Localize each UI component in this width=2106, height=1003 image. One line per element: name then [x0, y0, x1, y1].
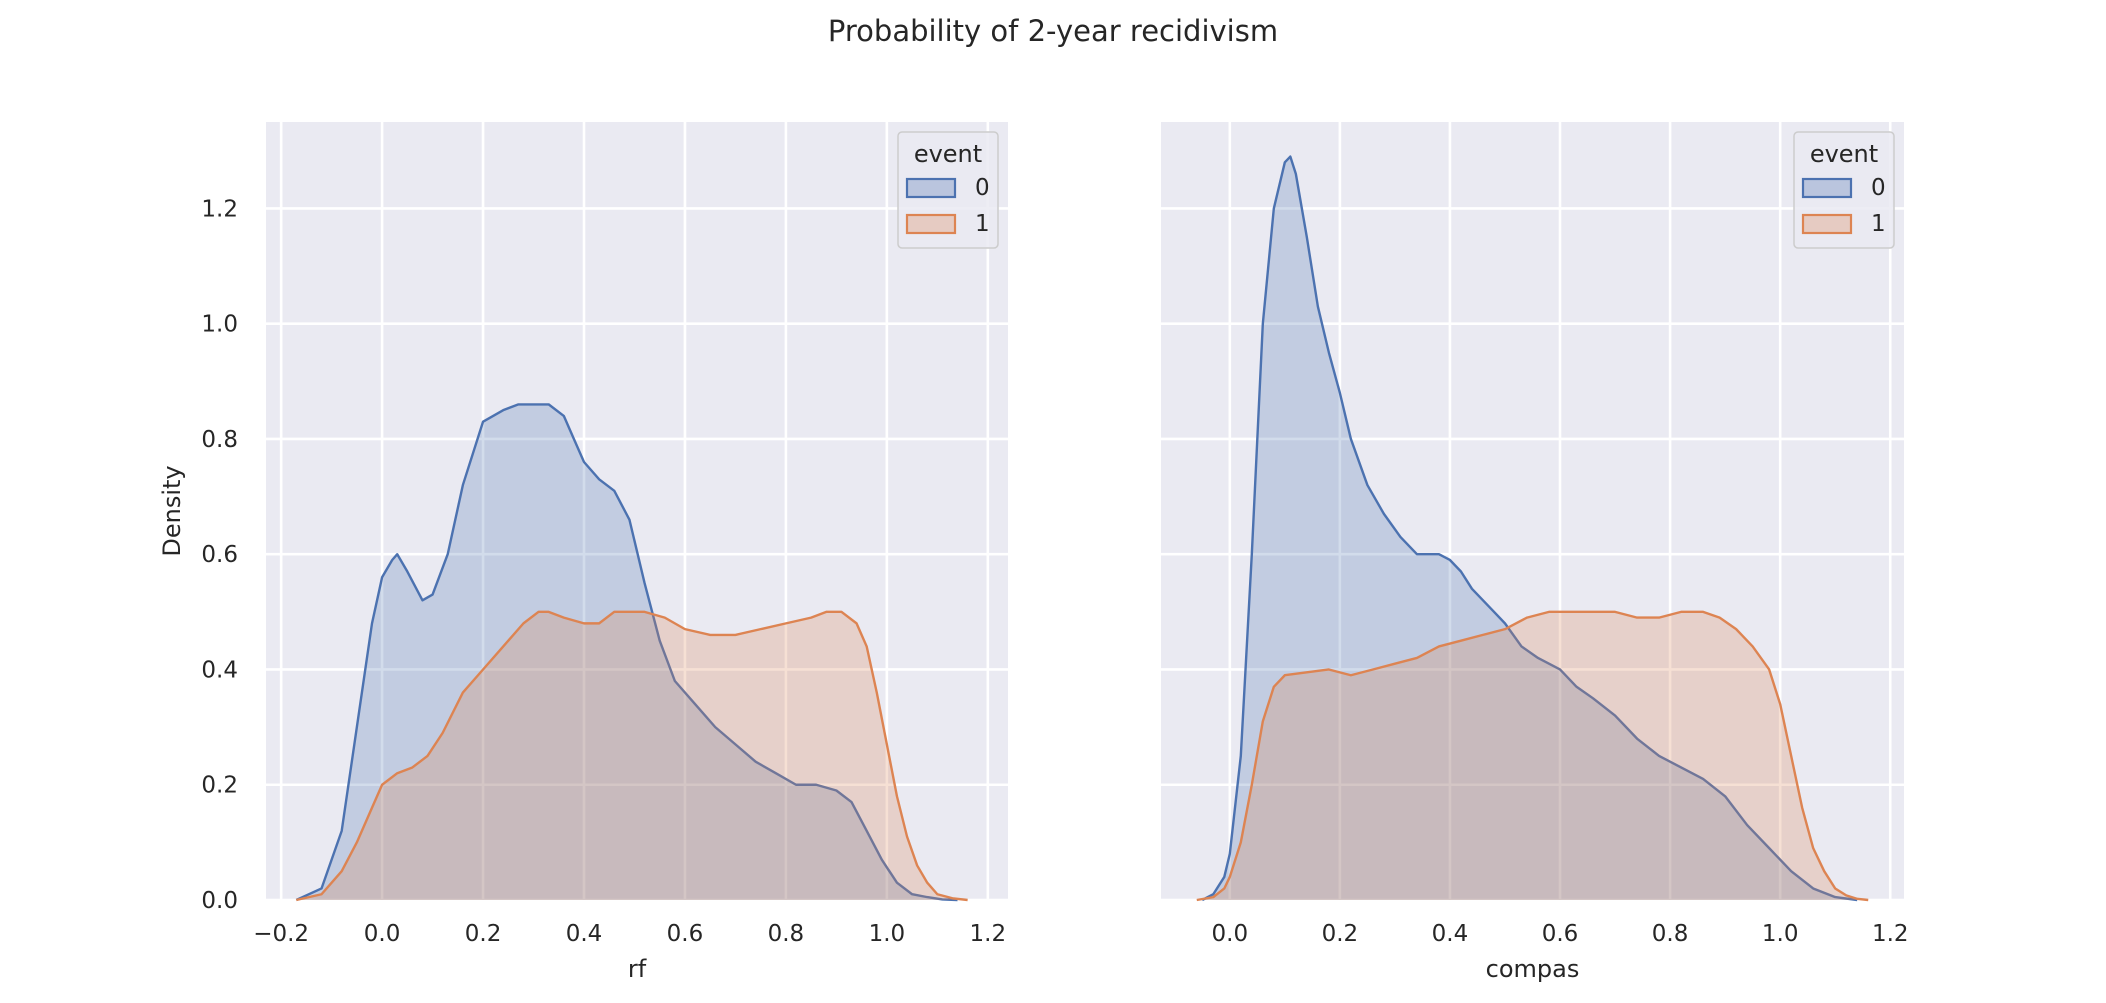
kde-line-event-0	[1201, 155, 1858, 902]
y-tick-label: 0.8	[201, 427, 238, 453]
kde-line-event-1	[296, 610, 968, 902]
legend-swatch-event-0	[1801, 177, 1853, 199]
x-tick-label: 0.6	[667, 921, 704, 947]
x-tick-label: 0.4	[566, 921, 603, 947]
kde-area-event-0	[1202, 156, 1858, 900]
x-axis-label: rf	[628, 955, 647, 983]
legend-label-event-1: 1	[975, 211, 990, 237]
y-tick-label: 0.0	[201, 888, 238, 914]
kde-area-event-0	[296, 404, 958, 900]
legend-title: event	[1810, 140, 1878, 168]
x-tick-label: 0.2	[1322, 921, 1359, 947]
y-tick-label: 1.2	[201, 196, 238, 222]
kde-line-event-0	[295, 403, 958, 902]
x-tick-label: 0.8	[768, 921, 805, 947]
legend-frame	[1793, 131, 1895, 249]
axes-panel-1: −0.2 0.0 0.2 0.4 0.6 0.8 1.0 1.2 0.0 0.2 0.4 0.6 0.8…	[158, 122, 1008, 983]
x-tick-label: −0.2	[253, 921, 309, 947]
plot-background	[266, 122, 1008, 900]
legend-frame	[897, 131, 999, 249]
x-tick-label: 0.6	[1542, 921, 1579, 947]
figure-title: Probability of 2-year recidivism	[827, 14, 1279, 48]
x-tick-label: 0.4	[1432, 921, 1469, 947]
x-axis-label: compas	[1486, 955, 1580, 983]
legend: event 0 1	[1793, 131, 1895, 249]
legend-label-event-1: 1	[1871, 211, 1886, 237]
legend-label-event-0: 0	[1871, 175, 1886, 201]
y-tick-label: 0.6	[201, 542, 238, 568]
y-tick-label: 1.0	[201, 312, 238, 338]
legend-swatch-event-1	[905, 213, 957, 235]
y-tick-label: 0.4	[201, 657, 238, 683]
x-tick-label: 1.0	[869, 921, 906, 947]
legend-title: event	[914, 140, 982, 168]
legend: event 0 1	[897, 131, 999, 249]
x-tick-label: 0.2	[465, 921, 502, 947]
x-tick-label: 0.0	[1212, 921, 1249, 947]
y-axis-label: Density	[158, 465, 186, 556]
y-tick-label: 0.2	[201, 773, 238, 799]
x-tick-label: 1.2	[1872, 921, 1909, 947]
kde-area-event-1	[296, 611, 968, 900]
x-tick-label: 0.8	[1652, 921, 1689, 947]
legend-swatch-event-1	[1801, 213, 1853, 235]
legend-swatch-event-0	[905, 177, 957, 199]
kde-line-event-1	[1196, 610, 1869, 902]
legend-label-event-0: 0	[975, 175, 990, 201]
axes-panel-2: 0.0 0.2 0.4 0.6 0.8 1.0 1.2 compas event 0 1	[1161, 122, 1909, 983]
x-tick-label: 0.0	[364, 921, 401, 947]
x-tick-label: 1.0	[1762, 921, 1799, 947]
x-tick-label: 1.2	[970, 921, 1007, 947]
kde-area-event-1	[1196, 611, 1869, 900]
